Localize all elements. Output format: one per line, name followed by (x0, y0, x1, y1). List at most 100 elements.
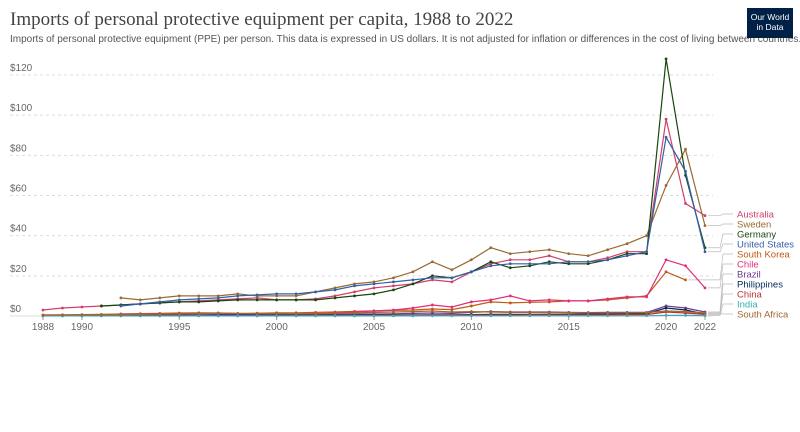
data-point (80, 305, 84, 309)
data-point (489, 310, 493, 314)
data-point (158, 300, 162, 304)
data-point (372, 310, 376, 314)
label-connector (708, 303, 733, 316)
data-point (469, 300, 473, 304)
data-point (547, 310, 551, 314)
data-point (275, 314, 279, 318)
x-tick-label: 2015 (558, 322, 581, 333)
data-point (61, 306, 64, 310)
data-point (586, 254, 590, 258)
data-point (119, 296, 123, 300)
data-point (547, 314, 551, 318)
data-point (197, 300, 201, 304)
data-point (353, 282, 356, 286)
data-point (664, 313, 668, 317)
data-point (431, 307, 434, 311)
label-connector (708, 312, 733, 315)
y-tick-label: $0 (10, 304, 22, 315)
data-point (528, 314, 532, 318)
data-point (645, 234, 648, 238)
data-point (547, 248, 551, 252)
data-point (431, 260, 434, 264)
data-point (216, 296, 220, 300)
data-point (294, 314, 298, 318)
data-point (606, 297, 610, 301)
data-point (333, 311, 337, 315)
data-point (469, 304, 473, 308)
data-point (177, 312, 181, 316)
data-point (392, 284, 395, 288)
data-point (411, 278, 415, 282)
data-point (645, 311, 648, 314)
x-tick-label: 2000 (266, 322, 289, 333)
data-point (411, 310, 415, 313)
x-tick-label: 2020 (655, 322, 678, 333)
data-point (431, 303, 434, 307)
data-point (255, 296, 259, 300)
data-point (158, 312, 162, 316)
label-connector (708, 213, 733, 216)
data-point (431, 314, 434, 318)
data-point (567, 299, 571, 303)
data-point (80, 313, 84, 317)
data-point (255, 293, 259, 297)
data-point (236, 314, 240, 318)
data-point (567, 262, 571, 266)
data-point (645, 295, 648, 299)
data-point (255, 312, 259, 315)
data-point (508, 262, 512, 266)
data-point (450, 280, 454, 284)
data-point (372, 314, 376, 318)
data-point (411, 314, 415, 318)
data-point (664, 306, 668, 310)
data-point (411, 282, 415, 286)
data-point (684, 310, 687, 313)
y-tick-label: $40 (10, 224, 27, 235)
data-point (353, 290, 356, 294)
data-point (508, 301, 512, 305)
label-connector (708, 273, 733, 313)
data-point (216, 311, 220, 315)
data-point (119, 313, 123, 316)
data-point (489, 264, 493, 268)
data-point (703, 224, 707, 228)
legend-label: Germany (737, 230, 776, 241)
data-point (333, 296, 337, 300)
y-tick-label: $80 (10, 143, 27, 154)
data-point (469, 258, 473, 262)
data-point (645, 250, 648, 254)
data-point (489, 300, 493, 304)
data-point (684, 264, 687, 268)
x-tick-label: 2005 (363, 322, 386, 333)
data-point (236, 294, 240, 298)
data-point (547, 260, 551, 264)
data-point (353, 314, 356, 318)
data-point (625, 311, 629, 315)
label-connector (708, 233, 733, 249)
data-point (197, 297, 201, 301)
data-point (664, 309, 668, 313)
data-point (450, 310, 454, 314)
data-point (431, 276, 434, 280)
label-connector (708, 243, 733, 253)
data-point (625, 252, 629, 256)
logo[interactable]: Our World in Data (747, 8, 793, 38)
legend-label: Philippines (737, 280, 783, 291)
data-point (392, 276, 395, 280)
data-point (508, 252, 512, 256)
data-point (606, 256, 610, 260)
data-point (450, 314, 454, 318)
data-point (547, 298, 551, 302)
data-point (100, 304, 103, 308)
legend-label: Brazil (737, 270, 761, 281)
legend-label: South Africa (737, 310, 789, 321)
data-point (508, 258, 512, 262)
data-point (547, 262, 551, 266)
data-point (528, 310, 532, 314)
label-connector (708, 223, 733, 226)
data-point (138, 312, 142, 316)
data-point (197, 314, 201, 318)
data-point (41, 313, 45, 317)
data-point (547, 300, 551, 304)
